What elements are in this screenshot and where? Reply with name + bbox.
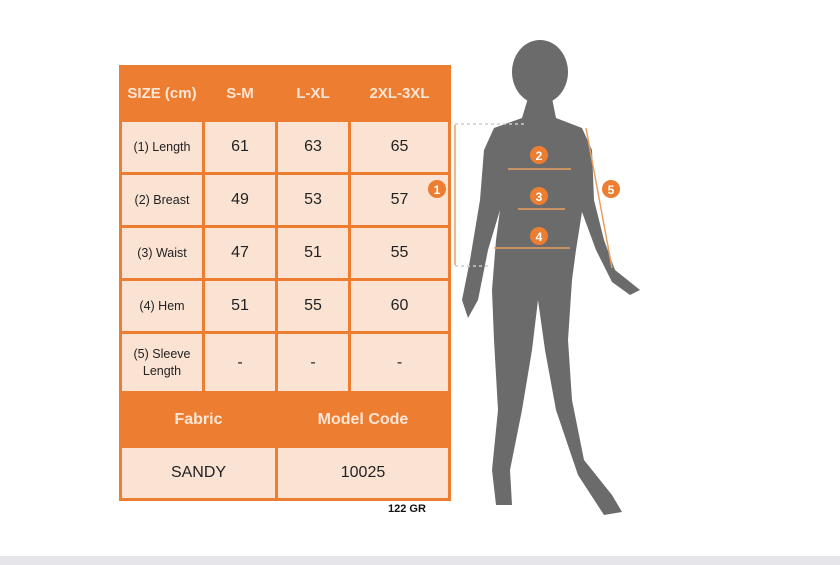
fabric-value: SANDY: [119, 445, 278, 501]
svg-text:1: 1: [434, 183, 441, 197]
marker-1: 1: [428, 180, 446, 198]
cell: 55: [275, 278, 351, 334]
marker-5: 5: [602, 180, 620, 198]
header-s-m: S-M: [202, 65, 278, 122]
svg-text:5: 5: [608, 183, 615, 197]
table-row: (1) Length 61 63 65: [119, 119, 451, 175]
row-label: (2) Breast: [119, 172, 205, 228]
header-2xl-3xl: 2XL-3XL: [348, 65, 451, 122]
table-row: (4) Hem 51 55 60: [119, 278, 451, 334]
size-chart-table: SIZE (cm) S-M L-XL 2XL-3XL (1) Length 61…: [119, 65, 451, 501]
cell: 51: [202, 278, 278, 334]
cell: 65: [348, 119, 451, 175]
marker-2: 2: [530, 146, 548, 164]
row-label: (4) Hem: [119, 278, 205, 334]
cell: -: [348, 331, 451, 394]
cell: 49: [202, 172, 278, 228]
cell: 51: [275, 225, 351, 281]
marker-3: 3: [530, 187, 548, 205]
weight-label: 122 GR: [388, 503, 426, 515]
silhouette-figure: [462, 40, 640, 515]
bottom-strip: [0, 556, 840, 565]
cell: 61: [202, 119, 278, 175]
cell: 55: [348, 225, 451, 281]
cell: -: [202, 331, 278, 394]
table-row: (2) Breast 49 53 57: [119, 172, 451, 228]
cell: 57: [348, 172, 451, 228]
header-l-xl: L-XL: [275, 65, 351, 122]
model-code-value: 10025: [275, 445, 451, 501]
table-row: (3) Waist 47 51 55: [119, 225, 451, 281]
header-size: SIZE (cm): [119, 65, 205, 122]
svg-text:4: 4: [536, 230, 543, 244]
row-label: (3) Waist: [119, 225, 205, 281]
marker-4: 4: [530, 227, 548, 245]
cell: 60: [348, 278, 451, 334]
svg-text:2: 2: [536, 149, 543, 163]
fabric-label: Fabric: [119, 391, 278, 448]
row-label: (5) Sleeve Length: [119, 331, 205, 394]
row-label: (1) Length: [119, 119, 205, 175]
model-code-label: Model Code: [275, 391, 451, 448]
measurement-lines: [454, 123, 613, 269]
cell: 47: [202, 225, 278, 281]
table-row: (5) Sleeve Length - - -: [119, 331, 451, 394]
cell: 53: [275, 172, 351, 228]
svg-text:3: 3: [536, 190, 543, 204]
cell: -: [275, 331, 351, 394]
cell: 63: [275, 119, 351, 175]
